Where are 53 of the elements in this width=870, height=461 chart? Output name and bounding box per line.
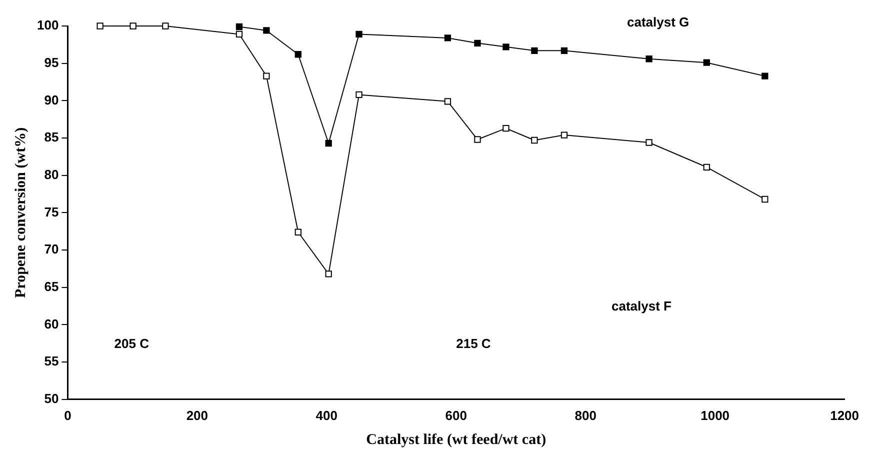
point — [444, 98, 452, 105]
point — [703, 164, 710, 170]
y-tick-label: 70 — [44, 242, 59, 257]
y-tick-label: 100 — [36, 18, 59, 33]
y-tick-label: 60 — [44, 316, 59, 332]
point — [294, 228, 302, 236]
y-tick-label: 55 — [44, 354, 59, 369]
point — [560, 47, 568, 54]
annotation: catalyst F — [611, 298, 672, 314]
point — [646, 56, 652, 62]
point — [531, 47, 538, 54]
point — [130, 22, 136, 30]
point — [356, 91, 362, 98]
x-tick-label: 200 — [186, 408, 208, 423]
point — [294, 51, 302, 58]
x-tick-label: 400 — [316, 408, 338, 423]
point — [356, 30, 362, 38]
x-tick-label: 600 — [445, 408, 467, 423]
point — [474, 40, 481, 47]
point — [531, 136, 538, 144]
y-tick-label: 85 — [44, 130, 59, 145]
x-tick-label: 800 — [574, 408, 596, 423]
point — [162, 22, 169, 30]
annotation: 215 C — [456, 336, 492, 351]
point — [762, 196, 768, 203]
y-tick-label: 90 — [44, 92, 59, 108]
point — [263, 27, 270, 34]
y-tick-label: 80 — [44, 166, 59, 182]
point — [502, 124, 510, 132]
point — [236, 23, 243, 30]
annotation: catalyst G — [627, 14, 690, 30]
x-tick-label: 0 — [64, 408, 72, 423]
x-tick-label: 1200 — [830, 408, 859, 423]
point — [762, 72, 768, 80]
point — [325, 270, 332, 278]
point — [263, 72, 270, 80]
y-tick-label: 75 — [44, 204, 59, 220]
y-tick-label: 65 — [44, 278, 59, 294]
point — [646, 139, 652, 146]
point — [502, 44, 510, 50]
y-axis-title: Propene conversion (wt%) — [12, 127, 29, 298]
point — [703, 59, 710, 66]
x-tick-label: 1000 — [700, 408, 730, 423]
point — [96, 22, 104, 30]
annotation: 205 C — [114, 336, 150, 351]
x-axis-title: Catalyst life (wt feed/wt cat) — [366, 432, 546, 448]
point — [325, 140, 332, 147]
point — [560, 132, 568, 138]
point — [444, 34, 452, 42]
y-tick-label: 50 — [44, 390, 59, 406]
point — [236, 30, 243, 38]
y-tick-label: 95 — [44, 54, 59, 70]
point — [474, 136, 481, 143]
